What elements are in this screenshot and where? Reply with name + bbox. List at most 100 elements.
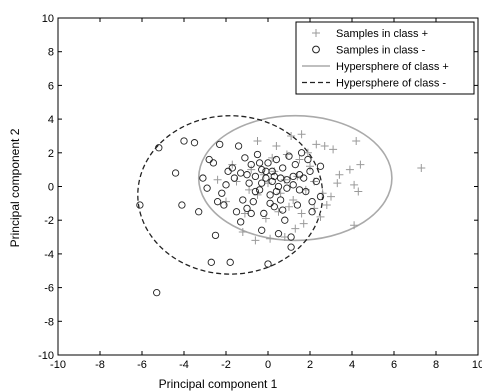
- point-class-minus: [312, 177, 320, 186]
- point-class-minus: [304, 155, 312, 164]
- legend-label: Hypersphere of class -: [336, 78, 446, 90]
- point-class-plus: [282, 150, 291, 159]
- x-tick-label: 10: [472, 359, 482, 371]
- point-class-minus: [266, 199, 274, 208]
- point-class-minus: [281, 216, 289, 224]
- point-class-minus: [239, 196, 247, 204]
- point-class-minus: [274, 230, 283, 238]
- point-class-plus: [245, 185, 254, 194]
- legend: Samples in class + Samples in class - Hype…: [295, 21, 475, 95]
- point-class-minus: [249, 198, 257, 206]
- legend-label: Samples in class +: [336, 28, 428, 40]
- point-class-plus: [289, 195, 298, 204]
- point-class-minus: [243, 204, 251, 213]
- data-points-layer: [136, 130, 426, 297]
- point-class-plus: [285, 202, 293, 211]
- point-class-minus: [203, 184, 211, 192]
- point-class-minus: [272, 155, 281, 164]
- legend-label: Hypersphere of class +: [336, 61, 449, 73]
- point-class-plus: [417, 163, 426, 172]
- point-class-minus: [245, 179, 253, 187]
- point-class-minus: [253, 150, 262, 159]
- point-class-plus: [276, 189, 285, 198]
- point-class-minus: [308, 208, 316, 216]
- point-class-minus: [195, 208, 203, 216]
- hypersphere-class-plus: [197, 114, 393, 242]
- point-class-minus: [180, 137, 188, 145]
- point-class-plus: [354, 187, 363, 196]
- point-class-minus: [264, 159, 272, 167]
- y-tick-label: -10: [38, 350, 54, 362]
- x-tick-label: -10: [50, 359, 66, 371]
- point-class-minus: [207, 258, 215, 266]
- point-class-minus: [287, 233, 295, 241]
- point-class-minus: [276, 196, 285, 204]
- point-class-minus: [279, 206, 287, 214]
- legend-label: Samples in class -: [336, 45, 426, 57]
- x-tick-label: -6: [137, 359, 147, 371]
- point-class-minus: [283, 184, 291, 192]
- point-class-minus: [258, 226, 266, 234]
- point-class-minus: [178, 201, 186, 209]
- point-class-minus: [234, 142, 243, 150]
- point-class-plus: [247, 165, 256, 174]
- point-class-minus: [306, 167, 314, 175]
- legend-marker-circle: [312, 45, 320, 54]
- point-class-minus: [266, 191, 274, 199]
- point-class-minus: [237, 169, 245, 177]
- point-class-minus: [199, 174, 207, 182]
- point-class-plus: [352, 137, 361, 146]
- point-class-minus: [255, 159, 264, 167]
- x-axis-label: Principal component 1: [159, 377, 278, 391]
- y-tick-label: 0: [48, 182, 54, 194]
- point-class-minus: [241, 154, 249, 162]
- point-class-plus: [350, 221, 359, 230]
- point-class-plus: [316, 212, 325, 221]
- point-class-plus: [356, 160, 365, 169]
- point-class-minus: [224, 167, 232, 175]
- y-tick-label: -4: [44, 249, 54, 261]
- point-class-minus: [262, 167, 270, 175]
- point-class-plus: [320, 142, 329, 151]
- point-class-plus: [335, 170, 344, 179]
- point-class-minus: [237, 218, 245, 226]
- point-class-plus: [293, 172, 302, 181]
- point-class-minus: [255, 186, 264, 194]
- point-class-minus: [247, 160, 255, 169]
- point-class-minus: [295, 186, 304, 194]
- point-class-plus: [350, 180, 359, 189]
- point-class-plus: [213, 175, 222, 184]
- hypersphere-class-minus: [137, 115, 324, 275]
- point-class-minus: [316, 162, 325, 170]
- point-class-plus: [306, 162, 314, 171]
- y-tick-label: 6: [48, 80, 54, 92]
- point-class-minus: [264, 260, 272, 268]
- point-class-minus: [220, 201, 228, 209]
- point-class-minus: [190, 139, 199, 147]
- point-class-minus: [308, 198, 316, 206]
- point-class-minus: [226, 258, 234, 266]
- point-class-plus: [287, 131, 296, 140]
- point-class-minus: [247, 209, 255, 218]
- point-class-plus: [322, 201, 331, 210]
- point-class-minus: [285, 152, 293, 160]
- point-class-plus: [238, 227, 247, 236]
- point-class-minus: [272, 187, 281, 196]
- point-class-plus: [297, 209, 306, 218]
- point-class-minus: [274, 182, 283, 191]
- x-tick-label: 2: [307, 359, 313, 371]
- point-class-minus: [260, 209, 268, 218]
- x-tick-label: -8: [95, 359, 105, 371]
- point-class-minus: [222, 181, 230, 189]
- point-class-plus: [333, 179, 342, 188]
- point-class-plus: [297, 130, 306, 139]
- y-tick-label: -2: [44, 215, 54, 227]
- y-tick-label: 4: [48, 114, 54, 126]
- point-class-minus: [293, 201, 302, 209]
- point-class-minus: [289, 172, 297, 181]
- point-class-minus: [205, 155, 213, 164]
- point-class-plus: [268, 153, 277, 162]
- point-class-minus: [276, 174, 285, 182]
- point-class-minus: [232, 208, 241, 216]
